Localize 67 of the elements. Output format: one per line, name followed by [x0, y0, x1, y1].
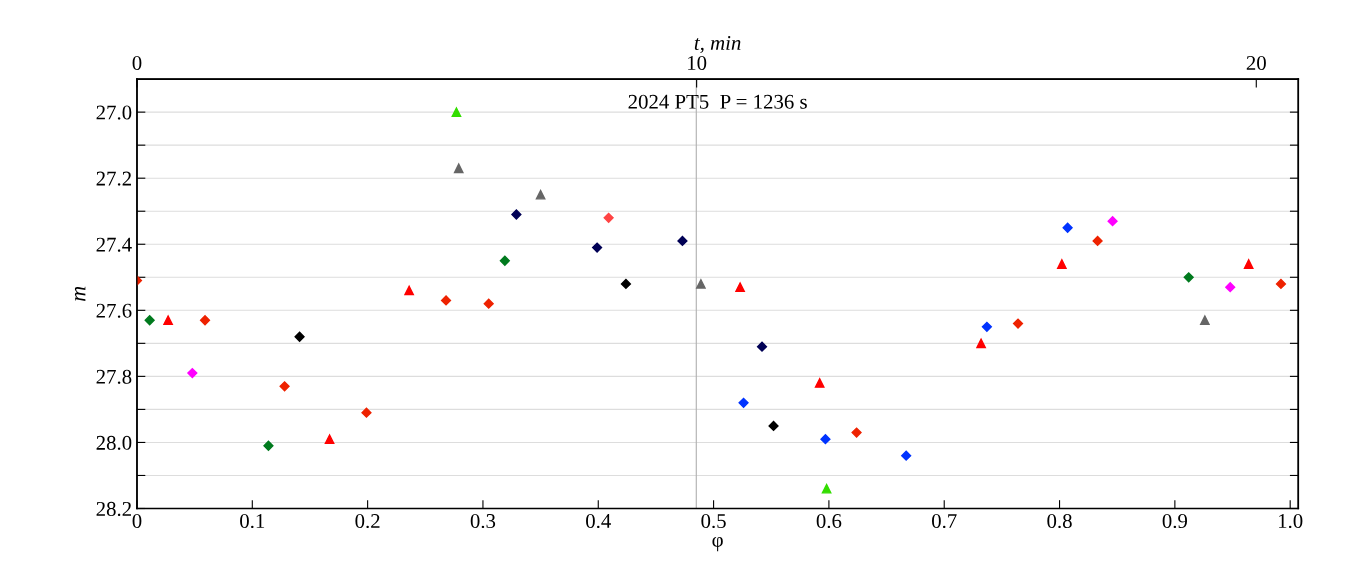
point: [511, 209, 522, 220]
point: [324, 434, 335, 444]
point: [696, 279, 706, 289]
point: [1199, 315, 1210, 326]
text: 2024 PT5 P = 1236 s: [628, 94, 807, 109]
point: [279, 381, 290, 392]
point: [735, 282, 745, 293]
point: [1225, 282, 1236, 293]
x-tick-label: 0.7: [932, 513, 957, 529]
y-tick-label: 27.0: [96, 105, 132, 120]
y-tick-label: 28.0: [96, 435, 132, 450]
x-tick-label: 0.4: [586, 513, 611, 529]
point: [144, 315, 155, 326]
y-tick-label: 27.6: [96, 303, 132, 318]
point: [499, 255, 510, 266]
y-tick-label: 27.8: [96, 369, 132, 384]
point: [294, 331, 305, 342]
y-axis-title: m: [74, 286, 86, 302]
point: [756, 341, 768, 352]
point: [591, 242, 603, 253]
point: [1243, 259, 1254, 269]
point: [483, 298, 494, 309]
x-tick-label: 0.2: [355, 513, 380, 529]
point: [821, 483, 832, 494]
x-tick-label: 0.6: [816, 513, 842, 529]
x2-tick-label: 20: [1246, 55, 1266, 71]
point: [901, 450, 912, 461]
x-tick-label: 0.5: [701, 513, 726, 529]
point: [1092, 235, 1103, 247]
x2-tick-label: 0: [132, 55, 142, 71]
point: [1275, 278, 1287, 290]
point: [199, 315, 211, 326]
point: [404, 285, 414, 296]
x-axis-title: φ: [712, 536, 723, 552]
x-tick-label: 1.0: [1279, 513, 1303, 529]
point: [451, 107, 462, 117]
x-tick-label: 0.3: [470, 513, 496, 529]
x2-tick-label: 10: [688, 55, 707, 71]
point: [453, 163, 464, 174]
x-tick-label: 0.8: [1047, 513, 1072, 529]
point: [361, 407, 372, 418]
point: [263, 440, 274, 451]
point: [1056, 259, 1067, 269]
x-tick-label: 0.1: [240, 513, 265, 529]
y-tick-label: 28.2: [96, 501, 131, 517]
point: [440, 295, 452, 306]
point: [163, 315, 173, 326]
point: [814, 378, 825, 388]
x2-axis-title: t, min: [694, 35, 741, 53]
point: [535, 189, 546, 200]
point: [603, 212, 614, 223]
y-tick-label: 27.4: [96, 237, 132, 252]
point: [1183, 272, 1194, 283]
point: [620, 278, 632, 290]
point: [976, 338, 986, 349]
point: [1062, 222, 1073, 233]
point: [851, 427, 862, 438]
point: [738, 397, 749, 408]
point: [820, 434, 831, 445]
point: [981, 321, 993, 332]
x-tick-label: 0.9: [1162, 513, 1188, 529]
point: [677, 235, 688, 247]
x-tick-label: 0: [132, 513, 142, 529]
point: [1107, 216, 1118, 227]
point: [187, 367, 198, 379]
point: [768, 420, 779, 432]
y-tick-label: 27.2: [96, 171, 131, 186]
